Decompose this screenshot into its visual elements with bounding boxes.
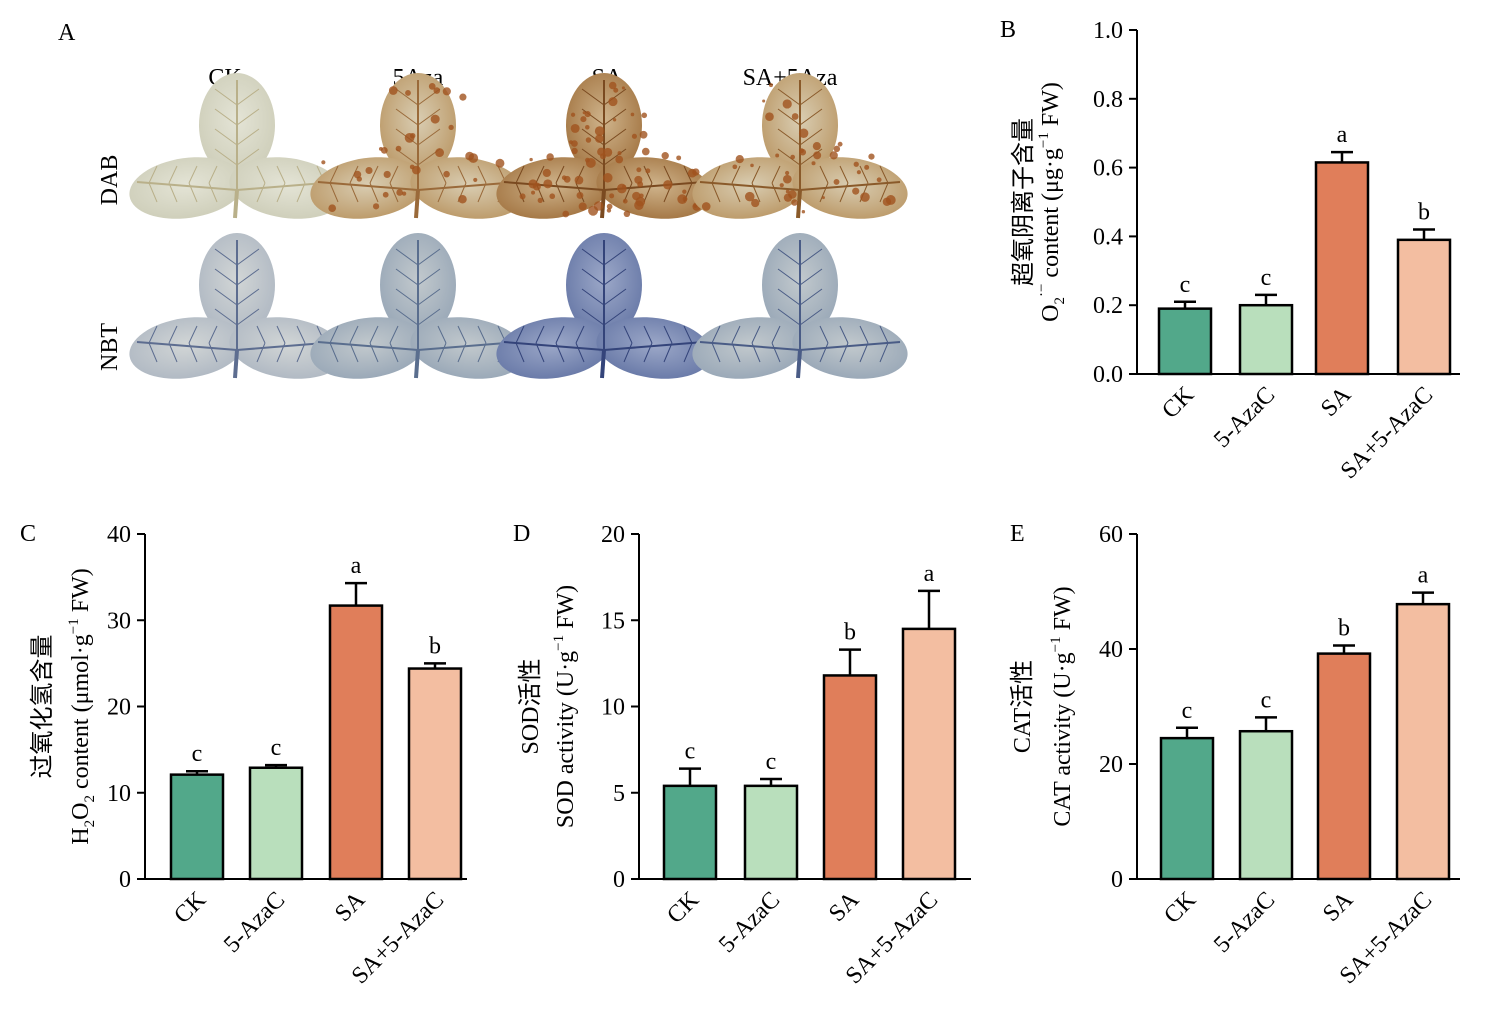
dab-leaf-image [310, 73, 526, 219]
y-axis-label-cn: SOD活性 [517, 658, 544, 754]
y-tick-label: 1.0 [1093, 18, 1123, 44]
x-tick-label: 5-AzaC [219, 887, 290, 958]
bar-5-azac [1238, 303, 1294, 376]
significance-letter: a [924, 561, 935, 587]
significance-letter: b [1418, 200, 1430, 226]
panel-a-label: A [58, 20, 76, 46]
nbt-leaf-image [496, 233, 712, 379]
x-tick-label: SA [330, 886, 371, 927]
chart-panel-b: B0.00.20.40.60.81.0cCKc5-AzaCaSAbSA+5-Az… [1000, 17, 1460, 484]
significance-letter: b [429, 633, 441, 659]
x-tick-label: SA [1318, 886, 1359, 927]
row-label-nbt: NBT [97, 323, 123, 371]
dab-leaf-image [129, 73, 345, 219]
bar-sa [1316, 652, 1372, 881]
y-tick-label: 10 [601, 695, 625, 721]
nbt-leaf-image [310, 233, 526, 379]
x-tick-label: 5-AzaC [714, 887, 785, 958]
y-tick-label: 40 [1099, 637, 1123, 663]
significance-letter: c [766, 749, 777, 775]
bar-5-azac [743, 784, 799, 881]
significance-letter: a [1418, 563, 1429, 589]
chart-panel-c: C010203040cCKc5-AzaCaSAbSA+5-AzaC过氧化氢含量H… [20, 521, 467, 989]
panel-label: E [1010, 521, 1025, 547]
x-tick-label: CK [662, 886, 704, 928]
row-label-dab: DAB [97, 155, 123, 206]
panel-a: A CK 5Aza SA SA+5Aza DAB NBT [58, 20, 908, 379]
panel-label: C [20, 521, 36, 547]
y-tick-label: 0.2 [1093, 293, 1123, 319]
bar-sa [328, 604, 384, 881]
x-tick-label: 5-AzaC [1209, 382, 1280, 453]
y-axis-label-en: O2·− content (μg·g−1 FW) [1034, 82, 1068, 322]
y-tick-label: 20 [107, 695, 131, 721]
panel-label: B [1000, 17, 1016, 43]
bar-ck [1157, 307, 1213, 376]
panel-label: D [513, 521, 530, 547]
y-axis-label-en: SOD activity (U·g−1 FW) [551, 585, 579, 828]
bar-5-azac [248, 766, 304, 881]
y-tick-label: 0 [119, 867, 131, 893]
y-tick-label: 15 [601, 608, 625, 634]
y-tick-label: 20 [601, 522, 625, 548]
y-axis-label-en: CAT activity (U·g−1 FW) [1048, 586, 1076, 826]
bar-sa-5-azac [1395, 602, 1451, 881]
bar-ck [662, 784, 718, 881]
y-tick-label: 0 [613, 867, 625, 893]
y-axis-label-en: H2O2 content (μmol·g−1 FW) [66, 568, 98, 844]
y-tick-label: 30 [107, 608, 131, 634]
y-tick-label: 0.6 [1093, 156, 1123, 182]
bar-5-azac [1238, 729, 1294, 881]
x-tick-label: SA [1316, 381, 1357, 422]
significance-letter: c [271, 735, 282, 761]
x-tick-label: SA [824, 886, 865, 927]
x-tick-label: CK [1159, 886, 1201, 928]
y-tick-label: 0 [1111, 867, 1123, 893]
significance-letter: c [685, 739, 696, 765]
significance-letter: c [1261, 687, 1272, 713]
nbt-leaf-image [692, 233, 908, 379]
y-tick-label: 10 [107, 781, 131, 807]
y-tick-label: 40 [107, 522, 131, 548]
significance-letter: a [1337, 122, 1348, 148]
y-tick-label: 60 [1099, 522, 1123, 548]
bar-sa-5-azac [1396, 238, 1452, 376]
bar-sa [1314, 161, 1370, 376]
significance-letter: c [1180, 272, 1191, 298]
y-tick-label: 0.4 [1093, 224, 1123, 250]
significance-letter: c [192, 741, 203, 767]
significance-letter: c [1261, 265, 1272, 291]
bar-sa-5-azac [407, 667, 463, 881]
y-axis-label-cn: 过氧化氢含量 [29, 635, 56, 779]
significance-letter: c [1182, 698, 1193, 724]
y-tick-label: 0.0 [1093, 362, 1123, 388]
bar-ck [1159, 736, 1215, 881]
bar-sa [822, 674, 878, 881]
x-tick-label: CK [169, 886, 211, 928]
x-tick-label: CK [1157, 381, 1199, 423]
significance-letter: b [1338, 616, 1350, 642]
x-tick-label: 5-AzaC [1209, 887, 1280, 958]
y-tick-label: 5 [613, 781, 625, 807]
nbt-leaf-image [129, 233, 345, 379]
bar-ck [169, 773, 225, 881]
significance-letter: a [351, 553, 362, 579]
dab-leaf-image [692, 73, 908, 219]
y-axis-label-cn: CAT活性 [1009, 660, 1036, 753]
significance-letter: b [844, 620, 856, 646]
bar-sa-5-azac [901, 627, 957, 881]
y-tick-label: 20 [1099, 752, 1123, 778]
y-axis-label-cn: 超氧阴离子含量 [1010, 118, 1037, 286]
y-tick-label: 0.8 [1093, 87, 1123, 113]
dab-leaf-image [496, 73, 712, 219]
